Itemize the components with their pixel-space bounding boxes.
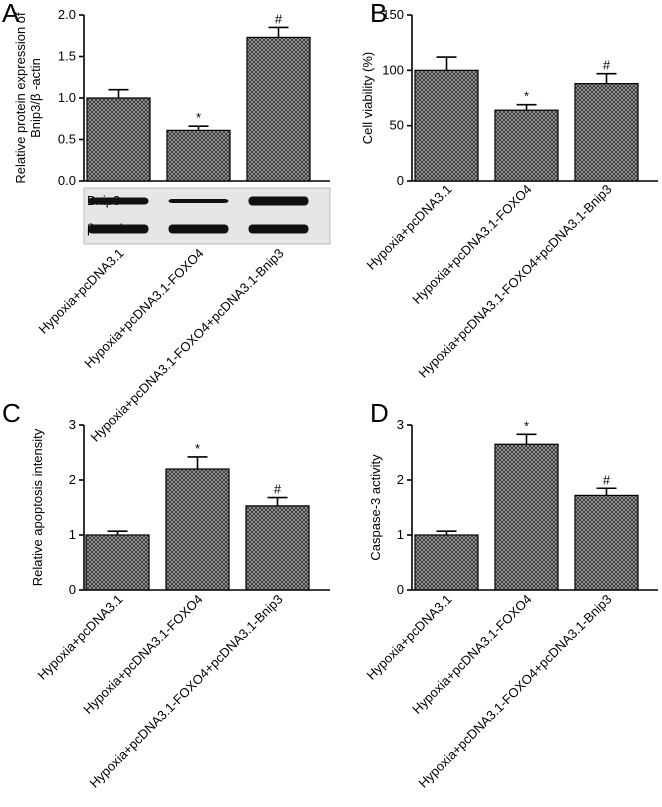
bar (245, 505, 310, 591)
y-tick-label: 1.0 (58, 90, 76, 105)
blot-band (88, 224, 149, 234)
y-tick-label: 1.5 (58, 49, 76, 64)
y-tick-label: 50 (390, 118, 404, 133)
bar (86, 97, 151, 182)
bar (166, 129, 231, 182)
bar (414, 534, 479, 591)
y-tick-label: 150 (382, 7, 404, 22)
significance-marker: * (524, 418, 529, 433)
y-tick-label: 1 (69, 527, 76, 542)
x-tick-label: Hypoxia+pcDNA3.1 (36, 246, 127, 337)
blot-band (248, 196, 309, 206)
y-axis-label: Bnip3/β -actin (28, 58, 43, 138)
y-axis-label: Relative protein expression of (13, 12, 28, 184)
y-tick-label: 100 (382, 62, 404, 77)
bar (246, 36, 311, 182)
significance-marker: * (196, 110, 201, 125)
y-tick-label: 2 (69, 472, 76, 487)
significance-marker: * (195, 441, 200, 456)
y-tick-label: 0.0 (58, 173, 76, 188)
bar (494, 109, 559, 182)
bar (574, 83, 639, 182)
blot-band (168, 224, 229, 234)
y-tick-label: 2 (397, 472, 404, 487)
bar (494, 443, 559, 591)
x-tick-label: Hypoxia+pcDNA3.1 (364, 182, 455, 273)
y-tick-label: 0.5 (58, 132, 76, 147)
y-axis-label: Cell viability (%) (360, 52, 375, 144)
y-axis-label: Relative apoptosis intensity (30, 428, 45, 586)
y-tick-label: 3 (69, 417, 76, 432)
significance-marker: # (603, 58, 611, 73)
bar (414, 69, 479, 182)
y-tick-label: 0 (397, 173, 404, 188)
panel-label: A (2, 0, 20, 28)
blot-band (88, 197, 149, 205)
significance-marker: # (603, 472, 611, 487)
blot-band (168, 199, 229, 203)
panel-label: B (370, 0, 387, 28)
y-tick-label: 1 (397, 527, 404, 542)
blot-band (248, 224, 309, 234)
x-tick-label: Hypoxia+pcDNA3.1 (364, 592, 455, 683)
bar (574, 494, 639, 591)
y-tick-label: 3 (397, 417, 404, 432)
panel-label: D (370, 398, 389, 428)
bar (85, 534, 150, 591)
x-tick-label: Hypoxia+pcDNA3.1 (35, 592, 126, 683)
panel-label: C (2, 398, 21, 428)
significance-marker: # (275, 11, 283, 26)
significance-marker: # (274, 482, 282, 497)
significance-marker: * (524, 89, 529, 104)
y-tick-label: 0 (397, 582, 404, 597)
y-tick-label: 0 (69, 582, 76, 597)
y-axis-label: Caspase-3 activity (368, 454, 383, 561)
bar (165, 468, 230, 591)
y-tick-label: 2.0 (58, 7, 76, 22)
